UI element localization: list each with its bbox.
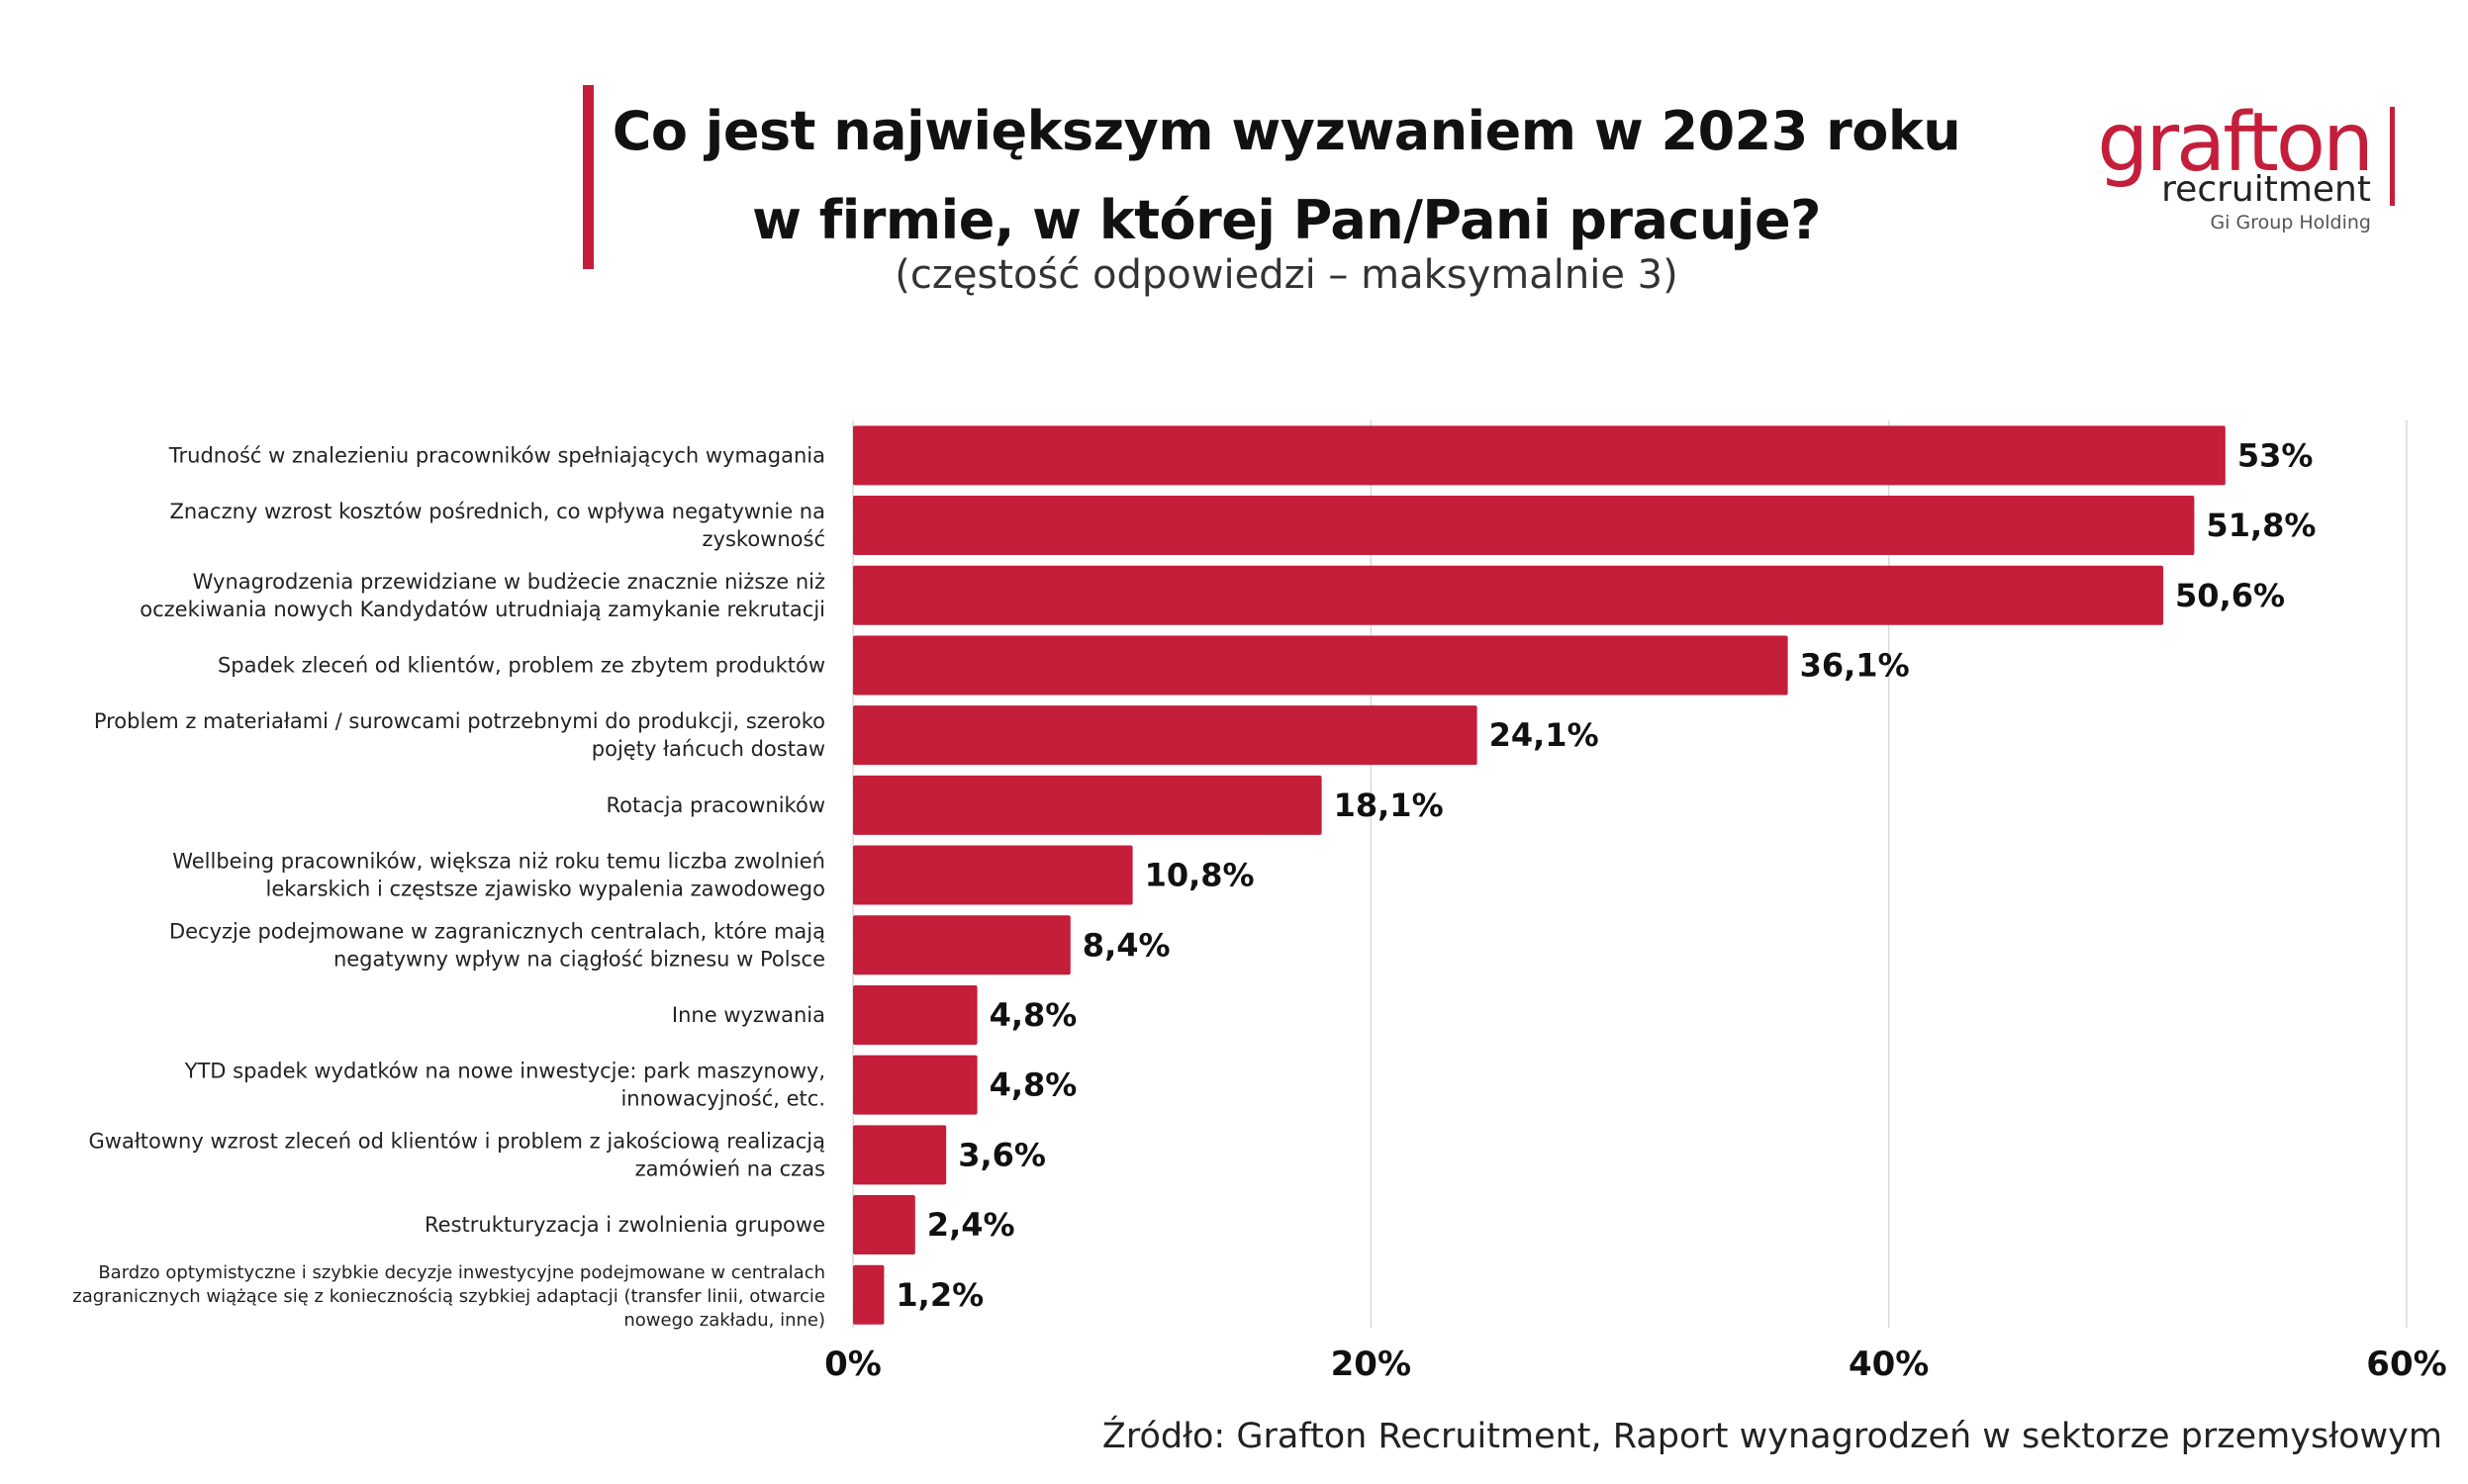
- category-labels: Trudność w znalezieniu pracowników spełn…: [72, 443, 825, 1330]
- category-label-line: Gwałtowny wzrost zleceń od klientów i pr…: [89, 1129, 826, 1153]
- logo-subtitle: recruitment: [2161, 169, 2371, 210]
- chart-subtitle: (częstość odpowiedzi – maksymalnie 3): [895, 252, 1678, 298]
- bar-value-label: 50,6%: [2175, 577, 2285, 614]
- x-tick-label: 40%: [1849, 1345, 1929, 1384]
- chart-title-line-2: w firmie, w której Pan/Pani pracuje?: [752, 189, 1821, 251]
- bar: [853, 984, 978, 1045]
- bars: [853, 425, 2226, 1325]
- value-labels: 53%51,8%50,6%36,1%24,1%18,1%10,8%8,4%4,8…: [896, 436, 2316, 1313]
- category-label: Bardzo optymistyczne i szybkie decyzje i…: [72, 1262, 825, 1331]
- x-tick-label: 0%: [824, 1345, 882, 1384]
- bar-value-label: 1,2%: [896, 1276, 984, 1314]
- category-label: Inne wyzwania: [672, 1003, 825, 1027]
- bar-value-label: 10,8%: [1145, 857, 1255, 894]
- x-axis-ticks: 0% 20% 40% 60%: [824, 1345, 2447, 1384]
- bar-value-label: 51,8%: [2206, 507, 2316, 544]
- bar: [853, 496, 2195, 556]
- category-label-line: zyskowność: [703, 527, 825, 551]
- logo-group-name: Gi Group Holding: [2210, 212, 2371, 233]
- bar-value-label: 3,6%: [958, 1136, 1046, 1173]
- category-label-line: YTD spadek wydatków na nowe inwestycje: …: [184, 1060, 825, 1083]
- bar-value-label: 8,4%: [1083, 926, 1171, 964]
- chart-title: Co jest największym wyzwaniem w 2023 rok…: [594, 87, 1979, 265]
- logo-wordmark: grafton: [2097, 96, 2374, 190]
- category-label-line: Inne wyzwania: [672, 1003, 825, 1027]
- category-label: Restrukturyzacja i zwolnienia grupowe: [425, 1213, 825, 1237]
- category-label-line: Trudność w znalezieniu pracowników spełn…: [168, 443, 825, 467]
- bar: [853, 1125, 947, 1185]
- category-label-line: Spadek zleceń od klientów, problem ze zb…: [218, 653, 825, 677]
- logo-accent-bar: [2390, 107, 2395, 206]
- category-label-line: Wynagrodzenia przewidziane w budżecie zn…: [193, 570, 825, 594]
- bar: [853, 845, 1133, 905]
- category-label-line: Znaczny wzrost kosztów pośrednich, co wp…: [169, 500, 825, 523]
- x-tick-label: 60%: [2366, 1345, 2446, 1384]
- category-label-line: Bardzo optymistyczne i szybkie decyzje i…: [98, 1262, 825, 1283]
- bar-value-label: 24,1%: [1489, 716, 1599, 754]
- source-note: Źródło: Grafton Recruitment, Raport wyna…: [1101, 1417, 2442, 1456]
- bar: [853, 705, 1477, 766]
- category-label: Znaczny wzrost kosztów pośrednich, co wp…: [169, 500, 825, 551]
- title-accent-bar: [583, 85, 594, 269]
- bar-value-label: 53%: [2237, 436, 2314, 474]
- bar: [853, 1055, 978, 1115]
- bar: [853, 1264, 885, 1325]
- category-label-line: Problem z materiałami / surowcami potrze…: [94, 709, 825, 733]
- bar-value-label: 18,1%: [1334, 787, 1444, 824]
- bar-value-label: 4,8%: [990, 996, 1078, 1034]
- bar-value-label: 2,4%: [927, 1206, 1015, 1244]
- category-label-line: Rotacja pracowników: [606, 793, 825, 817]
- category-label-line: lekarskich i częstsze zjawisko wypalenia…: [266, 878, 825, 901]
- category-label: YTD spadek wydatków na nowe inwestycje: …: [184, 1060, 825, 1111]
- category-label-line: oczekiwania nowych Kandydatów utrudniają…: [140, 598, 825, 621]
- category-label-line: Decyzje podejmowane w zagranicznych cent…: [169, 919, 825, 943]
- category-label-line: zamówień na czas: [635, 1157, 825, 1180]
- bar: [853, 1195, 915, 1255]
- category-label-line: nowego zakładu, inne): [623, 1310, 825, 1331]
- category-label-line: innowacyjność, etc.: [620, 1087, 825, 1111]
- category-label: Wellbeing pracowników, większa niż roku …: [172, 850, 825, 901]
- category-label: Decyzje podejmowane w zagranicznych cent…: [169, 919, 825, 971]
- category-label-line: pojęty łańcuch dostaw: [592, 737, 825, 761]
- bar: [853, 635, 1788, 696]
- category-label: Spadek zleceń od klientów, problem ze zb…: [218, 653, 825, 677]
- bar-value-label: 4,8%: [990, 1067, 1078, 1104]
- bar: [853, 915, 1071, 975]
- bar: [853, 775, 1322, 835]
- category-label-line: zagranicznych wiążące się z konieczności…: [72, 1286, 825, 1307]
- category-label-line: Wellbeing pracowników, większa niż roku …: [172, 850, 825, 874]
- category-label: Trudność w znalezieniu pracowników spełn…: [168, 443, 825, 467]
- category-label: Wynagrodzenia przewidziane w budżecie zn…: [140, 570, 825, 621]
- category-label: Rotacja pracowników: [606, 793, 825, 817]
- grafton-logo: grafton recruitment Gi Group Holding: [2068, 99, 2395, 237]
- chart-title-line-1: Co jest największym wyzwaniem w 2023 rok…: [612, 100, 1961, 162]
- bar-value-label: 36,1%: [1800, 646, 1910, 684]
- category-label: Gwałtowny wzrost zleceń od klientów i pr…: [89, 1129, 826, 1180]
- category-label-line: negatywny wpływ na ciągłość biznesu w Po…: [333, 947, 825, 971]
- bar: [853, 565, 2164, 625]
- x-tick-label: 20%: [1331, 1345, 1411, 1384]
- bar: [853, 425, 2226, 486]
- category-label: Problem z materiałami / surowcami potrze…: [94, 709, 825, 761]
- category-label-line: Restrukturyzacja i zwolnienia grupowe: [425, 1213, 825, 1237]
